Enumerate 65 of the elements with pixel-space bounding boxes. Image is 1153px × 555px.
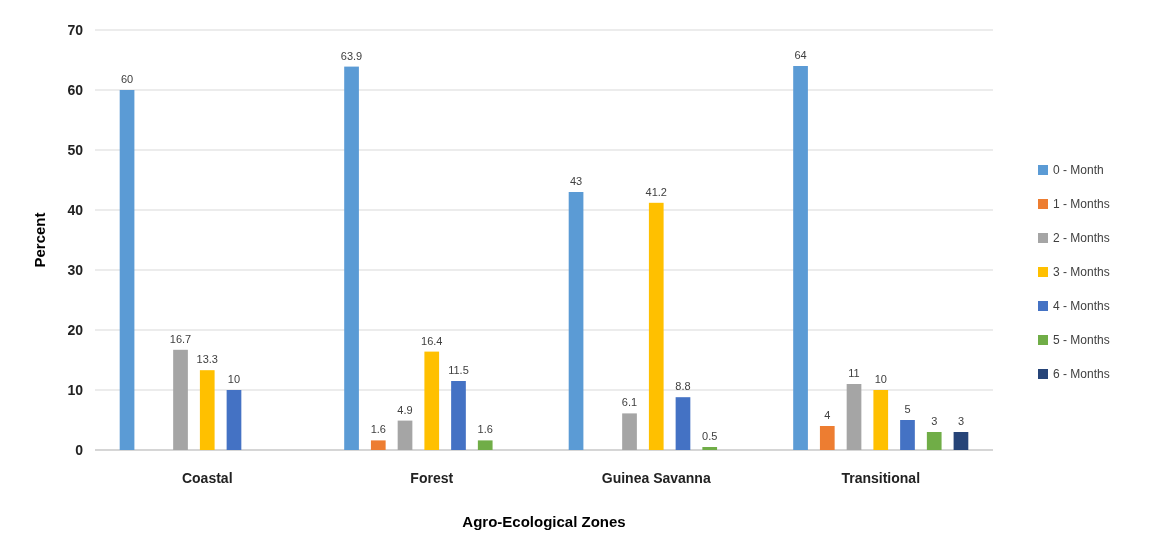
bar <box>199 370 215 450</box>
y-tick-label: 60 <box>67 81 84 98</box>
legend-label: 3 - Months <box>1053 265 1110 280</box>
y-axis-title: Percent <box>31 212 48 268</box>
bar <box>344 66 359 450</box>
data-label: 11 <box>848 367 860 379</box>
data-label: 8.8 <box>675 380 691 393</box>
bar <box>793 66 808 450</box>
y-tick-label: 20 <box>67 321 84 338</box>
x-tick-label: Forest <box>410 470 454 486</box>
bar <box>846 384 862 450</box>
y-tick-label: 50 <box>67 141 84 158</box>
legend-label: 0 - Month <box>1053 163 1104 178</box>
legend-label: 4 - Months <box>1053 299 1110 314</box>
x-tick-label: Transitional <box>841 470 921 486</box>
bar <box>451 381 466 450</box>
data-label: 63.9 <box>340 49 363 62</box>
bar <box>226 390 242 450</box>
bar <box>119 90 135 450</box>
bar <box>173 349 188 450</box>
bar <box>622 413 637 450</box>
data-label: 0.5 <box>702 430 718 442</box>
bar <box>397 420 413 450</box>
bar <box>819 426 835 450</box>
data-label: 3 <box>931 415 938 427</box>
data-label: 16.4 <box>421 334 443 347</box>
legend-label: 5 - Months <box>1053 333 1110 348</box>
bar <box>953 432 969 450</box>
data-label: 16.7 <box>169 332 192 345</box>
data-label: 3 <box>957 415 965 427</box>
x-axis-title: Agro-Ecological Zones <box>462 513 626 530</box>
data-label: 1.6 <box>370 423 386 436</box>
bar <box>926 432 942 450</box>
data-label: 64 <box>794 49 807 61</box>
data-label: 6.1 <box>621 396 638 409</box>
bar <box>702 447 718 450</box>
y-tick-label: 70 <box>67 21 84 38</box>
x-tick-label: Guinea Savanna <box>601 470 711 486</box>
bar <box>477 440 493 450</box>
data-label: 41.2 <box>645 185 667 198</box>
bar <box>675 397 691 450</box>
y-tick-label: 30 <box>67 261 84 278</box>
bar <box>370 440 386 450</box>
bar <box>424 351 440 450</box>
data-label: 5 <box>904 403 911 415</box>
data-label: 60 <box>120 73 134 85</box>
x-tick-label: Coastal <box>181 470 233 486</box>
data-label: 4 <box>824 409 831 421</box>
data-label: 11.5 <box>448 364 469 376</box>
data-label: 13.3 <box>196 353 218 366</box>
legend-label: 2 - Months <box>1053 231 1110 246</box>
bar <box>873 390 889 450</box>
data-label: 10 <box>874 373 887 385</box>
legend-label: 1 - Months <box>1053 197 1110 212</box>
data-label: 1.6 <box>477 423 493 436</box>
y-tick-label: 0 <box>75 441 84 458</box>
legend-label: 6 - Months <box>1053 367 1110 382</box>
data-label: 10 <box>227 373 241 385</box>
y-tick-label: 40 <box>67 201 84 218</box>
bar <box>900 420 915 450</box>
y-tick-label: 10 <box>67 381 84 398</box>
bar <box>648 202 664 450</box>
data-label: 4.9 <box>397 403 413 416</box>
data-label: 43 <box>569 175 583 187</box>
bar <box>568 192 584 450</box>
